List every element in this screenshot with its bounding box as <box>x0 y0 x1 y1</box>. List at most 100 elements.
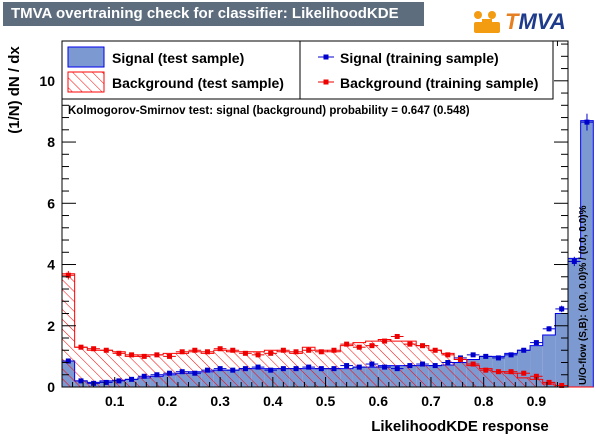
background-test-bar <box>504 373 518 387</box>
background-test-bar <box>542 383 556 387</box>
signal-test-bar <box>568 258 581 387</box>
signal-train-point <box>318 366 324 372</box>
signal-train-point <box>141 373 147 379</box>
background-test-bar <box>62 273 75 387</box>
signal-train-point <box>382 364 388 370</box>
signal-train-point <box>571 258 577 264</box>
background-test-bar <box>163 353 176 387</box>
background-test-bar <box>428 350 442 387</box>
background-test-bar <box>87 350 100 387</box>
background-test-bar <box>441 353 455 387</box>
background-train-point <box>445 352 451 358</box>
background-train-point <box>230 347 236 353</box>
background-train-point <box>407 341 413 347</box>
background-train-point <box>483 367 489 373</box>
background-test-bar <box>517 377 531 387</box>
signal-train-point <box>129 376 135 382</box>
signal-train-point <box>445 360 451 366</box>
background-train-point <box>457 356 463 362</box>
background-test-bar <box>99 350 113 387</box>
signal-train-point <box>508 352 514 358</box>
background-train-point <box>470 361 476 367</box>
tmva-logo: TMVA <box>470 8 592 38</box>
signal-train-point <box>255 364 261 370</box>
signal-train-point <box>546 326 552 332</box>
background-train-point <box>293 349 299 355</box>
x-tick-label: 0.7 <box>421 393 441 409</box>
background-train-point <box>91 346 97 352</box>
background-train-point <box>154 352 160 358</box>
x-axis-label: LikelihoodKDE response <box>371 418 549 435</box>
background-train-point <box>78 344 84 350</box>
signal-train-point <box>268 367 274 373</box>
signal-train-point <box>407 363 413 369</box>
background-test-bar <box>492 371 505 387</box>
background-test-bar <box>479 368 493 387</box>
background-train-point <box>65 272 71 278</box>
signal-train-point <box>420 361 426 367</box>
signal-test-bar <box>542 334 556 387</box>
signal-train-point <box>470 352 476 358</box>
signal-train-point <box>230 367 236 373</box>
signal-train-point <box>179 369 185 375</box>
background-train-point <box>242 350 248 356</box>
background-train-point <box>546 379 552 385</box>
background-train-point <box>495 369 501 375</box>
ks-test-text: Kolmogorov-Smirnov test: signal (backgro… <box>68 105 470 117</box>
background-train-point <box>141 353 147 359</box>
background-test-bar <box>137 354 151 387</box>
tmva-logo-text: TMVA <box>505 9 566 34</box>
background-train-point <box>306 347 312 353</box>
x-tick-label: 0.5 <box>316 393 336 409</box>
signal-train-point <box>154 372 160 378</box>
signal-train-point <box>242 366 248 372</box>
signal-train-point <box>78 378 84 384</box>
background-train-point <box>103 347 109 353</box>
x-tick-label: 0.2 <box>158 393 178 409</box>
y-tick-label: 6 <box>47 195 55 211</box>
signal-train-point <box>217 366 223 372</box>
background-train-point <box>394 333 400 339</box>
signal-train-point <box>293 366 299 372</box>
x-tick-label: 0.8 <box>474 393 494 409</box>
background-test-bar <box>74 347 88 387</box>
signal-train-point <box>306 364 312 370</box>
background-train-point <box>382 338 388 344</box>
x-tick-label: 0.9 <box>527 393 547 409</box>
background-train-point <box>508 369 514 375</box>
signal-train-point <box>103 379 109 385</box>
signal-train-point <box>116 378 122 384</box>
background-train-point <box>204 349 210 355</box>
legend-signal-test-label: Signal (test sample) <box>112 50 244 66</box>
legend-background-test-label: Background (test sample) <box>112 75 284 91</box>
background-train-point <box>255 352 261 358</box>
signal-test-bar <box>580 120 594 387</box>
background-test-bar <box>454 359 467 387</box>
background-train-point <box>280 347 286 353</box>
signal-train-point <box>356 364 362 370</box>
y-tick-label: 4 <box>47 257 55 273</box>
signal-train-point <box>521 347 527 353</box>
background-train-point <box>420 343 426 349</box>
background-train-point <box>432 347 438 353</box>
x-tick-label: 0.3 <box>210 393 230 409</box>
background-train-point <box>179 349 185 355</box>
signal-train-point <box>167 370 173 376</box>
background-train-point <box>268 350 274 356</box>
signal-train-point <box>204 367 210 373</box>
underflow-overflow-text: U/O-flow (S,B): (0.0, 0.0)% / (0.0, 0.0)… <box>578 205 589 385</box>
background-train-point <box>192 347 198 353</box>
x-tick-label: 0.6 <box>369 393 389 409</box>
signal-train-point <box>559 306 565 312</box>
legend: Signal (test sample) Background (test sa… <box>61 40 554 100</box>
background-train-point <box>369 343 375 349</box>
y-axis-label: (1/N) dN / dx <box>6 46 23 134</box>
signal-train-point <box>344 363 350 369</box>
background-train-point <box>344 341 350 347</box>
legend-signal-train-label: Signal (training sample) <box>340 50 499 66</box>
background-train-point <box>217 346 223 352</box>
background-test-bar <box>188 351 202 387</box>
signal-train-point <box>533 340 539 346</box>
title-bar: TMVA overtraining check for classifier: … <box>3 2 424 26</box>
